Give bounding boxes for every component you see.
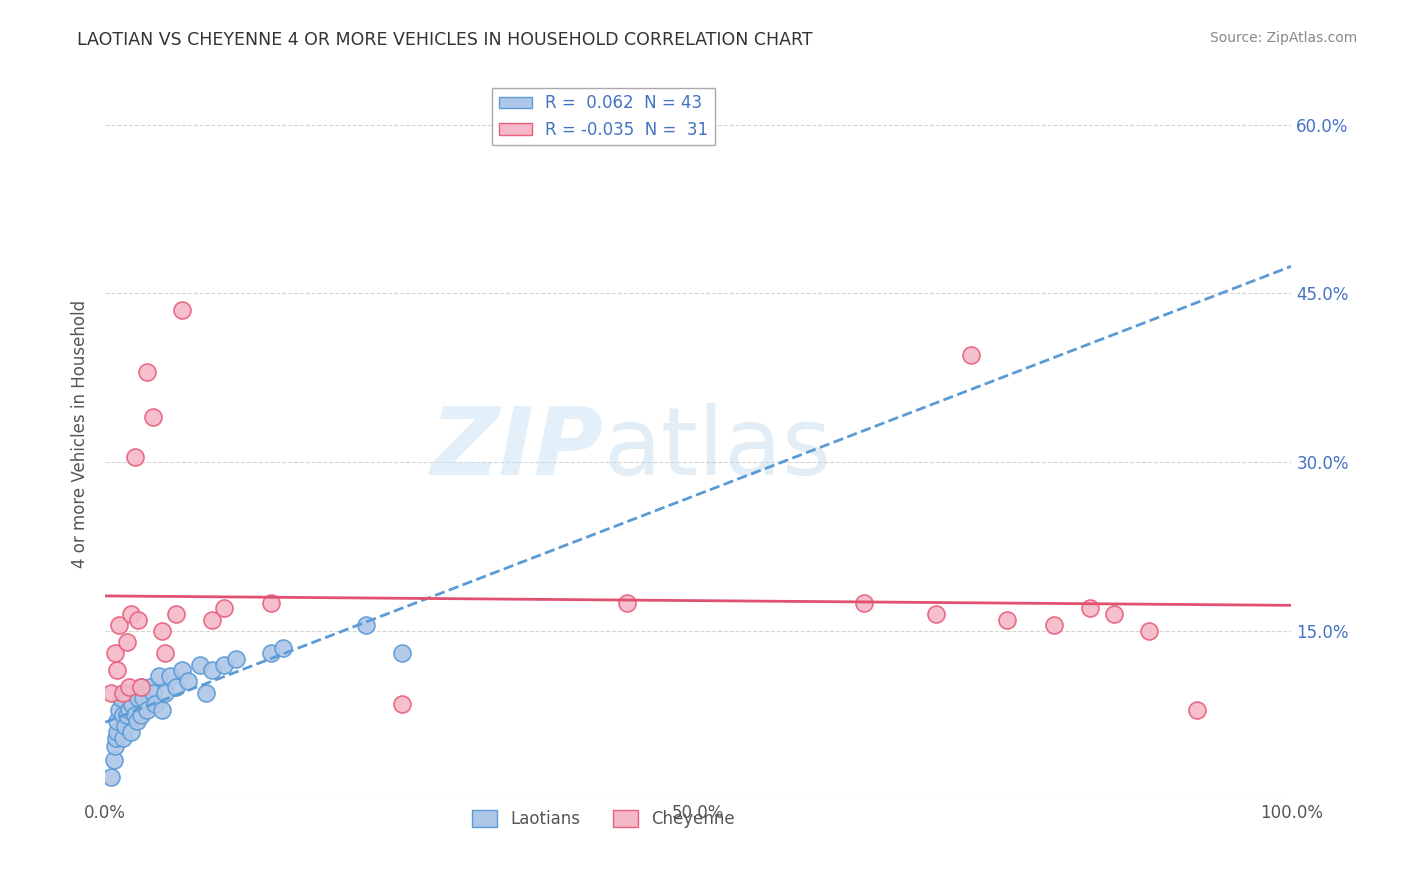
Text: atlas: atlas [603, 402, 832, 495]
Point [165, 607, 187, 621]
Point [148, 669, 170, 683]
Point [135, 365, 157, 379]
Point [153, 646, 176, 660]
Point [354, 618, 377, 632]
Point [616, 596, 638, 610]
Point [118, 680, 141, 694]
Point [100, 686, 122, 700]
Point [924, 607, 946, 621]
Point [111, 708, 134, 723]
Text: Source: ZipAtlas.com: Source: ZipAtlas.com [1209, 31, 1357, 45]
Point [132, 691, 155, 706]
Point [127, 691, 149, 706]
Point [103, 753, 125, 767]
Point [165, 680, 187, 694]
Point [120, 607, 142, 621]
Point [212, 657, 235, 672]
Y-axis label: 4 or more Vehicles in Household: 4 or more Vehicles in Household [72, 300, 89, 568]
Point [124, 686, 146, 700]
Point [995, 613, 1018, 627]
Point [172, 303, 194, 318]
Point [105, 725, 128, 739]
Point [201, 663, 224, 677]
Point [391, 697, 413, 711]
Point [153, 686, 176, 700]
Point [150, 702, 173, 716]
Point [212, 601, 235, 615]
Point [1185, 702, 1208, 716]
Point [118, 686, 141, 700]
Point [129, 680, 152, 694]
Point [271, 640, 294, 655]
Point [188, 657, 211, 672]
Point [114, 719, 136, 733]
Point [129, 680, 152, 694]
Point [105, 714, 128, 728]
Point [127, 613, 149, 627]
Point [139, 680, 162, 694]
Point [260, 646, 283, 660]
Point [108, 702, 131, 716]
Point [143, 697, 166, 711]
Point [111, 731, 134, 745]
Point [391, 646, 413, 660]
Point [1043, 618, 1066, 632]
Point [960, 348, 983, 362]
Point [142, 686, 165, 700]
Point [1137, 624, 1160, 638]
Point [124, 708, 146, 723]
Text: ZIP: ZIP [430, 402, 603, 495]
Point [159, 669, 181, 683]
Point [135, 702, 157, 716]
Point [225, 652, 247, 666]
Point [104, 646, 127, 660]
Point [127, 714, 149, 728]
Point [111, 686, 134, 700]
Point [115, 708, 138, 723]
Point [115, 635, 138, 649]
Point [110, 691, 132, 706]
Point [195, 686, 218, 700]
Point [124, 450, 146, 464]
Point [120, 725, 142, 739]
Point [260, 596, 283, 610]
Point [100, 770, 122, 784]
Point [142, 410, 165, 425]
Point [150, 624, 173, 638]
Point [201, 613, 224, 627]
Point [118, 702, 141, 716]
Point [1078, 601, 1101, 615]
Point [121, 697, 143, 711]
Legend: Laotians, Cheyenne: Laotians, Cheyenne [465, 804, 742, 835]
Point [129, 708, 152, 723]
Point [108, 618, 131, 632]
Text: LAOTIAN VS CHEYENNE 4 OR MORE VEHICLES IN HOUSEHOLD CORRELATION CHART: LAOTIAN VS CHEYENNE 4 OR MORE VEHICLES I… [77, 31, 813, 49]
Point [177, 674, 200, 689]
Point [172, 663, 194, 677]
Point [1102, 607, 1125, 621]
Point [105, 663, 128, 677]
Point [104, 739, 127, 753]
Point [104, 731, 127, 745]
Point [853, 596, 876, 610]
